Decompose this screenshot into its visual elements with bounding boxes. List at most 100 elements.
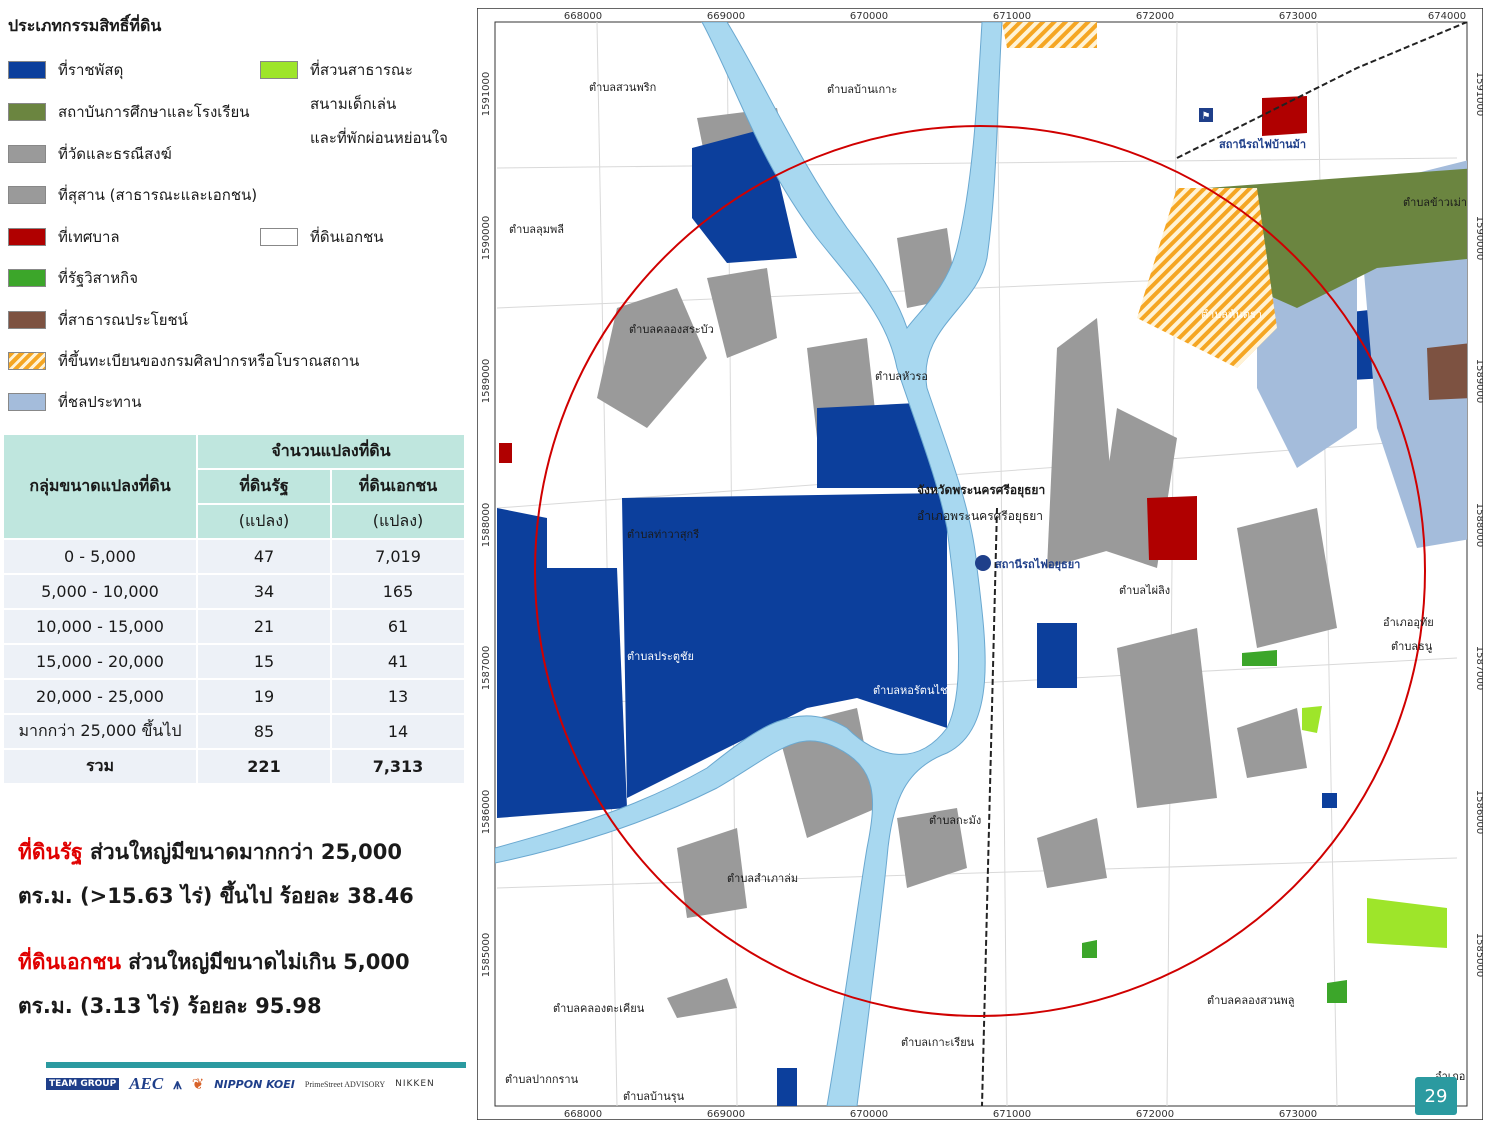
note-state-land: ที่ดินรัฐ ส่วนใหญ่มีขนาดมากกว่า 25,000 ต… bbox=[18, 830, 468, 918]
y-tick: 1589000 bbox=[481, 359, 492, 404]
logo-nikken: NIKKEN bbox=[395, 1079, 435, 1089]
legend-item-treasury: ที่ราชพัสดุ bbox=[8, 58, 123, 82]
cell-state: 221 bbox=[196, 748, 332, 785]
subdistrict-label: ตำบลลุมพลี bbox=[509, 223, 564, 236]
subdistrict-label: ตำบลหันตรา bbox=[1201, 308, 1262, 321]
x-tick: 671000 bbox=[993, 1109, 1031, 1120]
cell-private: 7,019 bbox=[330, 538, 466, 575]
legend-swatch bbox=[8, 352, 46, 370]
legend-label: ที่ราชพัสดุ bbox=[58, 61, 124, 79]
cell-range: 15,000 - 20,000 bbox=[2, 643, 198, 680]
legend-item-municipal: ที่เทศบาล bbox=[8, 225, 120, 249]
x-tick: 668000 bbox=[564, 11, 602, 22]
fine-arts-registered-area bbox=[1137, 188, 1277, 368]
partner-logos: TEAM GROUP AEC ⩚ ❦ NIPPON KOEI PrimeStre… bbox=[46, 1074, 435, 1094]
x-tick: 673000 bbox=[1279, 11, 1317, 22]
cell-private: 165 bbox=[330, 573, 466, 610]
district-label: อำเภออุทัย bbox=[1383, 616, 1434, 629]
logo-nippon-koei: NIPPON KOEI bbox=[214, 1077, 295, 1091]
legend-label: ที่วัดและธรณีสงฆ์ bbox=[58, 145, 172, 163]
subdistrict-label: ตำบลหอรัตนไชย bbox=[873, 684, 954, 697]
svg-text:⚑: ⚑ bbox=[1202, 111, 1211, 122]
legend-label: สถาบันการศึกษาและโรงเรียน bbox=[58, 103, 250, 121]
fine-arts-registered-area bbox=[1002, 22, 1097, 48]
district-label: อำเภอพระนครศรีอยุธยา bbox=[917, 509, 1043, 524]
legend-label: ที่ชลประทาน bbox=[58, 393, 142, 411]
legend-item-fine-arts: ที่ขึ้นทะเบียนของกรมศิลปากรหรือโบราณสถาน bbox=[8, 349, 359, 373]
header-state: ที่ดินรัฐ bbox=[196, 468, 332, 505]
legend-item-education: สถาบันการศึกษาและโรงเรียน bbox=[8, 100, 250, 124]
subdistrict-label: ตำบลไผ่ลิง bbox=[1119, 584, 1170, 597]
province-label: จังหวัดพระนครศรีอยุธยา bbox=[917, 483, 1045, 498]
legend-item-public-benefit: ที่สาธารณประโยชน์ bbox=[8, 308, 188, 332]
x-tick: 672000 bbox=[1136, 11, 1174, 22]
subdistrict-label: ตำบลบ้านรุน bbox=[623, 1090, 685, 1103]
legend-item-park: ที่สวนสาธารณะ bbox=[260, 58, 413, 82]
subdistrict-label: ตำบลกะมัง bbox=[929, 814, 981, 827]
cell-state: 85 bbox=[196, 713, 332, 750]
y-tick: 1588000 bbox=[481, 503, 492, 548]
header-size-group: กลุ่มขนาดแปลงที่ดิน bbox=[2, 433, 198, 540]
train-station-icon: ⚑ bbox=[1199, 108, 1213, 122]
legend-swatch bbox=[8, 311, 46, 329]
subdistrict-label: ตำบลคลองสระบัว bbox=[629, 323, 714, 336]
page-number: 29 bbox=[1415, 1077, 1457, 1115]
subdistrict-label: ตำบลข้าวเม่า bbox=[1403, 196, 1467, 209]
y-tick: 1590000 bbox=[1474, 216, 1483, 261]
legend-item-temple: ที่วัดและธรณีสงฆ์ bbox=[8, 142, 172, 166]
cell-state: 15 bbox=[196, 643, 332, 680]
x-tick: 668000 bbox=[564, 1109, 602, 1120]
y-tick: 1590000 bbox=[481, 216, 492, 261]
cell-range: 20,000 - 25,000 bbox=[2, 678, 198, 715]
chao-phraya-river bbox=[495, 22, 1003, 1106]
legend-swatch bbox=[8, 103, 46, 121]
cell-state: 47 bbox=[196, 538, 332, 575]
y-tick: 1589000 bbox=[1474, 359, 1483, 404]
subdistrict-label: ตำบลคลองสวนพลู bbox=[1207, 994, 1295, 1007]
legend-park-line3: และที่พักผ่อนหย่อนใจ bbox=[310, 129, 448, 147]
note-private-highlight: ที่ดินเอกชน bbox=[18, 950, 121, 974]
legend-label: ที่สุสาน (สาธารณะและเอกชน) bbox=[58, 186, 258, 204]
subdistrict-label: ตำบลคลองตะเคียน bbox=[553, 1002, 645, 1015]
land-ownership-map: ⚑ 668000 669000 670000 671000 672000 673… bbox=[477, 8, 1483, 1120]
subdistrict-label: ตำบลสำเภาล่ม bbox=[727, 872, 798, 885]
y-tick: 1587000 bbox=[481, 646, 492, 691]
x-tick: 670000 bbox=[850, 11, 888, 22]
logo-aec: AEC bbox=[129, 1074, 164, 1093]
public-benefit-area bbox=[1427, 343, 1467, 400]
cell-private: 41 bbox=[330, 643, 466, 680]
logo-primestreet: PrimeStreet ADVISORY bbox=[304, 1079, 386, 1089]
train-station-icon bbox=[975, 555, 991, 571]
x-tick: 670000 bbox=[850, 1109, 888, 1120]
footer-bar bbox=[46, 1062, 466, 1068]
cell-range: มากกว่า 25,000 ขึ้นไป bbox=[2, 713, 198, 750]
header-unit-state: (แปลง) bbox=[196, 503, 332, 540]
cell-private: 14 bbox=[330, 713, 466, 750]
table-row: 0 - 5,000 47 7,019 bbox=[2, 538, 466, 575]
legend-swatch bbox=[8, 186, 46, 204]
cell-state: 34 bbox=[196, 573, 332, 610]
x-tick: 669000 bbox=[707, 11, 745, 22]
y-tick: 1585000 bbox=[1474, 933, 1483, 978]
cell-private: 13 bbox=[330, 678, 466, 715]
subdistrict-label: ตำบลปากกราน bbox=[505, 1073, 579, 1086]
x-tick: 669000 bbox=[707, 1109, 745, 1120]
legend-swatch bbox=[8, 61, 46, 79]
logo-team-group: TEAM GROUP bbox=[46, 1078, 120, 1090]
logo-mark-icon: ⩚ bbox=[173, 1075, 182, 1093]
y-tick: 1588000 bbox=[1474, 503, 1483, 548]
y-tick: 1587000 bbox=[1474, 646, 1483, 691]
y-tick: 1586000 bbox=[481, 790, 492, 835]
station-label: สถานีรถไฟอยุธยา bbox=[995, 557, 1080, 572]
cell-range: 5,000 - 10,000 bbox=[2, 573, 198, 610]
education-land-areas bbox=[1207, 168, 1467, 308]
legend-swatch bbox=[8, 228, 46, 246]
legend-label: ที่รัฐวิสาหกิจ bbox=[58, 269, 138, 287]
header-unit-private: (แปลง) bbox=[330, 503, 466, 540]
table-row: 5,000 - 10,000 34 165 bbox=[2, 573, 466, 610]
x-tick: 672000 bbox=[1136, 1109, 1174, 1120]
cell-range: 10,000 - 15,000 bbox=[2, 608, 198, 645]
note-private-text1: ส่วนใหญ่มีขนาดไม่เกิน 5,000 bbox=[120, 950, 410, 974]
legend-swatch bbox=[8, 269, 46, 287]
subdistrict-label: ตำบลสวนพริก bbox=[589, 81, 656, 94]
